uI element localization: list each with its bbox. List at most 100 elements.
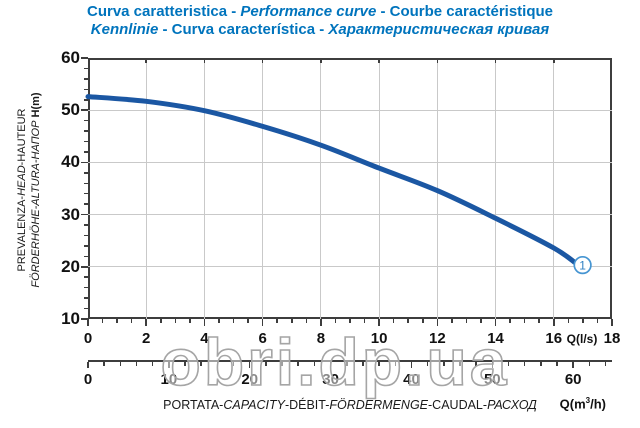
- y-label-segment: -HAUTEUR: [16, 108, 28, 166]
- y-axis-tick: [84, 276, 88, 278]
- x-ls-tick: [334, 319, 337, 323]
- y-axis-tick: [84, 140, 88, 143]
- x-ls-tick-label: 14: [487, 330, 504, 347]
- y-axis-tick: [84, 130, 88, 132]
- x-m3h-tick: [362, 362, 364, 366]
- x-m3h-tick: [281, 362, 283, 366]
- x-m3h-tick: [265, 362, 267, 366]
- y-axis-tick: [81, 109, 88, 111]
- y-axis-tick: [84, 297, 88, 299]
- y-axis-tick: [84, 151, 88, 153]
- x-m3h-tick-label: 40: [403, 371, 420, 388]
- x-caption-segment: FÖRDERMENGE: [329, 398, 429, 412]
- y-axis-tick: [84, 203, 88, 205]
- x-ls-tick-label: 18: [603, 330, 621, 347]
- x-ls-tick: [363, 319, 366, 323]
- x-ls-tick: [305, 319, 308, 323]
- y-tick-label: 10: [61, 309, 80, 328]
- y-axis-label-line2: FÖRDERHÖHE-ALTURA-НАПОР H(m): [29, 40, 43, 340]
- x-ls-tick: [523, 319, 526, 323]
- x-m3h-tick: [394, 362, 397, 366]
- x-m3h-tick: [119, 362, 122, 366]
- x-ls-tick: [160, 319, 162, 323]
- x-ls-tick: [189, 319, 191, 323]
- x-ls-tick: [611, 319, 613, 326]
- x-m3h-tick: [507, 362, 510, 366]
- gridline-vertical: [553, 58, 555, 319]
- x-ls-tick: [480, 319, 482, 323]
- x-ls-tick: [378, 319, 380, 326]
- top-border-tick: [203, 58, 206, 63]
- x-ls-tick-label: 8: [316, 330, 326, 347]
- x-ls-tick: [465, 319, 468, 323]
- y-axis-tick: [84, 307, 88, 310]
- x-m3h-tick: [410, 362, 413, 368]
- title-segment: Performance curve: [240, 3, 377, 20]
- y-axis-tick: [81, 57, 88, 59]
- gridline-vertical: [262, 58, 264, 319]
- x-axis-caption: PORTATA-CAPACITY-DÉBIT-FÖRDERMENGE-CAUDA…: [88, 398, 612, 412]
- x-ls-tick: [174, 319, 177, 323]
- x-ls-tick: [203, 319, 206, 326]
- x-ls-tick: [567, 319, 570, 323]
- title-segment: - Courbe caractéristique: [376, 3, 554, 20]
- x-m3h-tick-label: 60: [564, 371, 582, 388]
- gridline-horizontal: [88, 266, 612, 268]
- x-m3h-tick: [540, 362, 542, 366]
- x-m3h-tick: [184, 362, 186, 366]
- y-axis-tick: [84, 255, 88, 258]
- x-ls-tick: [101, 319, 104, 323]
- x-ls-tick: [291, 319, 293, 323]
- x-ls-tick: [276, 319, 278, 323]
- x-m3h-tick-label: 10: [160, 371, 178, 388]
- x-m3h-tick-label: 50: [483, 371, 501, 388]
- gridline-vertical: [436, 58, 438, 319]
- x-m3h-tick: [556, 362, 558, 366]
- x-m3h-tick: [168, 362, 170, 368]
- y-axis-tick: [81, 161, 88, 164]
- x-caption-segment: -CAUDAL-: [428, 398, 488, 412]
- y-label-segment: HEAD: [16, 165, 28, 196]
- x-caption-segment: -DÉBIT-: [284, 398, 330, 412]
- x-m3h-tick: [604, 362, 607, 366]
- title-segment: - Curva característica -: [158, 21, 329, 38]
- y-axis-tick: [84, 245, 88, 247]
- x-ls-tick-label: 4: [200, 330, 209, 347]
- y-tick-label: 40: [61, 152, 80, 172]
- x-m3h-tick-label: 20: [241, 371, 259, 388]
- title-segment: Curva caratteristica -: [86, 3, 241, 20]
- x-m3h-tick: [87, 362, 89, 368]
- y-axis-tick: [84, 182, 88, 185]
- y-axis-label-line1: PREVALENZA-HEAD-HAUTEUR: [15, 40, 29, 340]
- x-ls-tick: [509, 319, 511, 323]
- y-tick-label: 30: [61, 204, 80, 224]
- x-ls-tick-label: 6: [258, 330, 267, 347]
- x-ls-tick: [407, 319, 409, 323]
- y-label-segment: PREVALENZA-: [16, 195, 28, 272]
- y-axis-tick: [84, 234, 88, 237]
- x-axis-ls-unit-label: Q(l/s): [566, 332, 598, 346]
- gridline-horizontal: [88, 214, 612, 216]
- x-ls-tick: [349, 319, 351, 323]
- x-ls-tick: [451, 319, 453, 323]
- x-ls-tick: [145, 319, 147, 326]
- y-axis-tick: [81, 213, 88, 216]
- x-ls-tick: [553, 319, 555, 326]
- y-axis-tick: [84, 172, 88, 174]
- gridline-vertical: [145, 58, 147, 319]
- x-m3h-tick: [523, 362, 526, 366]
- m3h-unit-pre: Q(m: [559, 396, 586, 412]
- x-m3h-tick: [232, 362, 235, 366]
- x-ls-tick: [130, 319, 133, 323]
- y-tick-label: 60: [61, 48, 80, 67]
- x-m3h-tick: [151, 362, 154, 366]
- y-axis-tick: [84, 286, 88, 289]
- m3h-unit-sup: 3: [585, 396, 591, 405]
- x-ls-tick: [261, 319, 264, 326]
- chart-title-line1: Curva caratteristica - Performance curve…: [10, 3, 630, 20]
- y-axis-tick: [81, 318, 88, 320]
- y-tick-label: 20: [61, 256, 80, 276]
- x-ls-tick-label: 0: [83, 330, 93, 347]
- x-ls-tick: [436, 319, 439, 326]
- gridline-vertical: [378, 58, 380, 319]
